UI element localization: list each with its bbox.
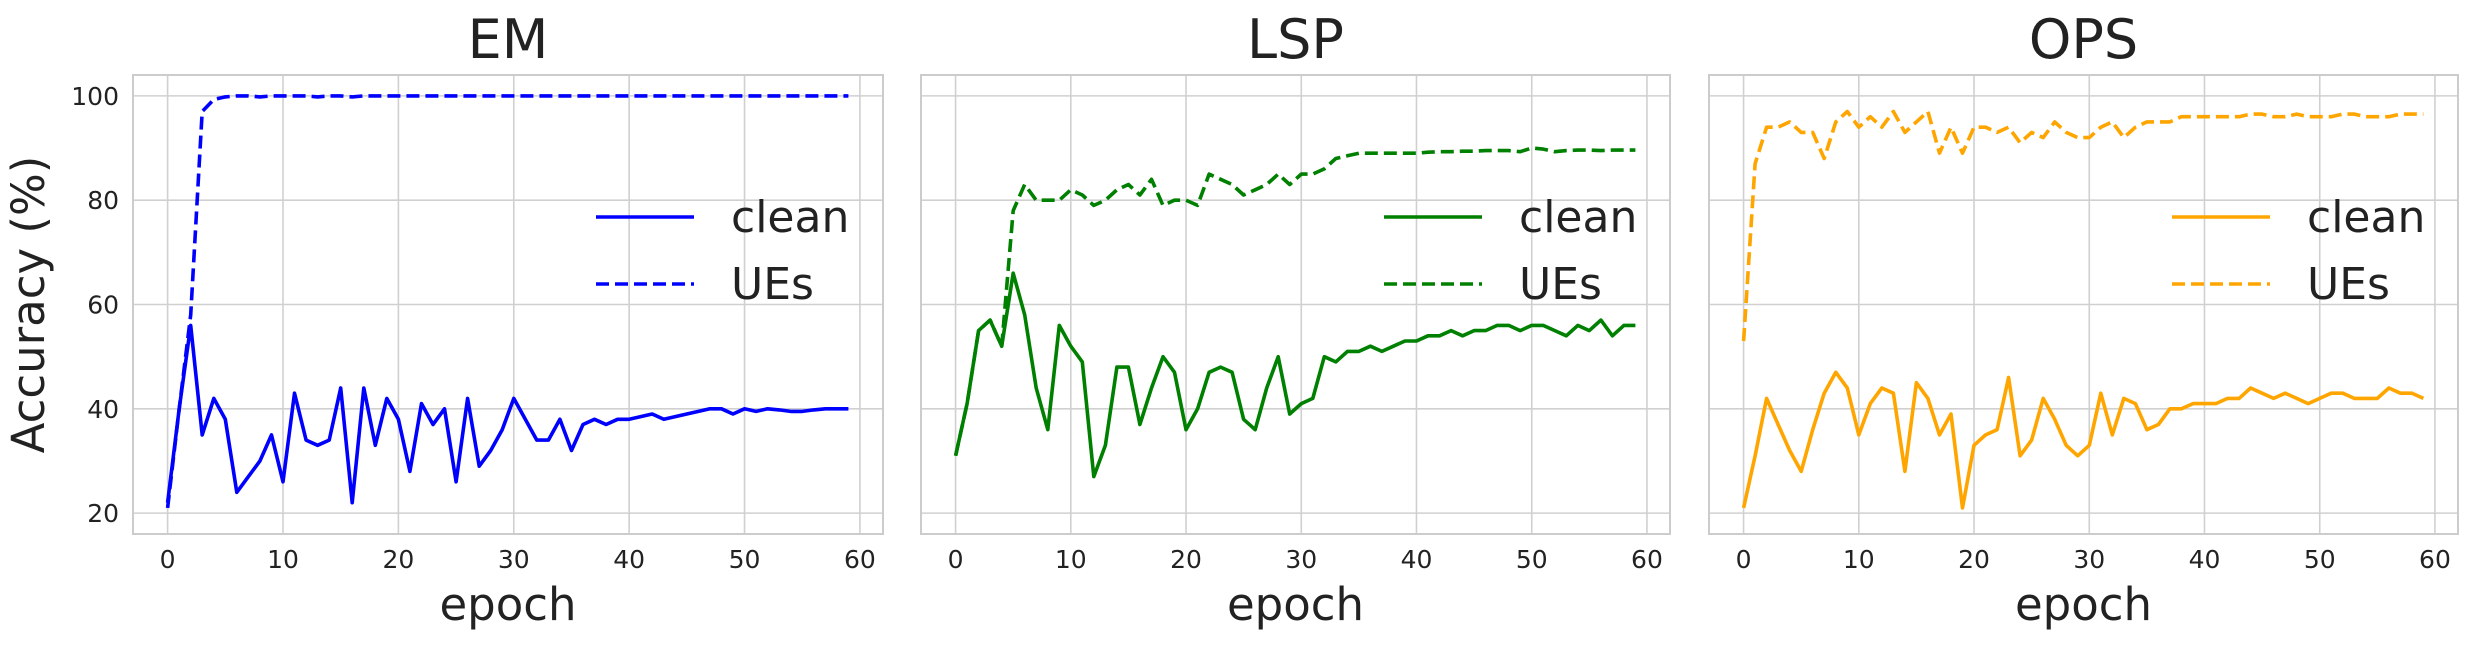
series-line-clean bbox=[953, 271, 1636, 479]
legend-label-clean: clean bbox=[2307, 192, 2425, 243]
legend-label-ues: UEs bbox=[1519, 259, 1602, 310]
panel-title: OPS bbox=[2029, 8, 2138, 71]
legend-label-ues: UEs bbox=[731, 259, 814, 310]
y-tick-label: 100 bbox=[71, 82, 119, 111]
series-line-ues bbox=[953, 146, 1636, 457]
x-tick-label: 0 bbox=[160, 545, 176, 574]
plot-frame bbox=[920, 74, 1671, 535]
x-tick-label: 60 bbox=[1631, 545, 1663, 574]
y-tick-label: 40 bbox=[87, 395, 119, 424]
x-tick-label: 10 bbox=[1843, 545, 1875, 574]
chart-panel-ops: 0 10 20 30 40 50 60 OPS epoch clean UEs bbox=[1708, 8, 2459, 631]
y-tick-label: 20 bbox=[87, 499, 119, 528]
x-tick-label: 10 bbox=[1055, 545, 1087, 574]
legend-label-clean: clean bbox=[1519, 192, 1637, 243]
x-tick-label: 60 bbox=[2419, 545, 2451, 574]
legend-label-ues: UEs bbox=[2307, 259, 2390, 310]
plot-frame bbox=[1708, 74, 2459, 535]
series-line-ues bbox=[165, 94, 849, 509]
panel-title: LSP bbox=[1247, 8, 1344, 71]
x-tick-label: 20 bbox=[1170, 545, 1202, 574]
x-axis-label: epoch bbox=[2015, 578, 2152, 631]
series-line-ues bbox=[1741, 109, 2424, 342]
x-tick-label: 50 bbox=[2304, 545, 2336, 574]
y-tick-label: 80 bbox=[87, 186, 119, 215]
x-tick-label: 40 bbox=[1401, 545, 1433, 574]
series-line-clean bbox=[1741, 370, 2425, 510]
x-tick-label: 20 bbox=[1958, 545, 1990, 574]
plot-frame bbox=[132, 74, 884, 535]
x-tick-label: 50 bbox=[1516, 545, 1548, 574]
x-axis-label: epoch bbox=[439, 578, 576, 631]
x-tick-label: 40 bbox=[613, 545, 645, 574]
legend-label-clean: clean bbox=[731, 192, 849, 243]
x-tick-label: 30 bbox=[2073, 545, 2105, 574]
x-tick-label: 0 bbox=[948, 545, 964, 574]
x-tick-label: 10 bbox=[267, 545, 299, 574]
x-tick-label: 60 bbox=[844, 545, 876, 574]
y-axis-label: Accuracy (%) bbox=[2, 156, 55, 454]
x-tick-label: 0 bbox=[1736, 545, 1752, 574]
x-tick-label: 30 bbox=[1285, 545, 1317, 574]
x-tick-label: 20 bbox=[382, 545, 414, 574]
x-tick-label: 50 bbox=[729, 545, 761, 574]
x-tick-label: 40 bbox=[2189, 545, 2221, 574]
x-axis-label: epoch bbox=[1227, 578, 1364, 631]
chart-panel-em: 0 10 20 30 40 50 60 20 40 60 80 100 EM epoch Accuracy … bbox=[2, 8, 884, 631]
chart-panel-lsp: 0 10 20 30 40 50 60 LSP epoch clean UEs bbox=[920, 8, 1671, 631]
y-tick-label: 60 bbox=[87, 291, 119, 320]
panel-title: EM bbox=[468, 8, 549, 71]
series-line-clean bbox=[165, 323, 849, 505]
x-tick-label: 30 bbox=[498, 545, 530, 574]
